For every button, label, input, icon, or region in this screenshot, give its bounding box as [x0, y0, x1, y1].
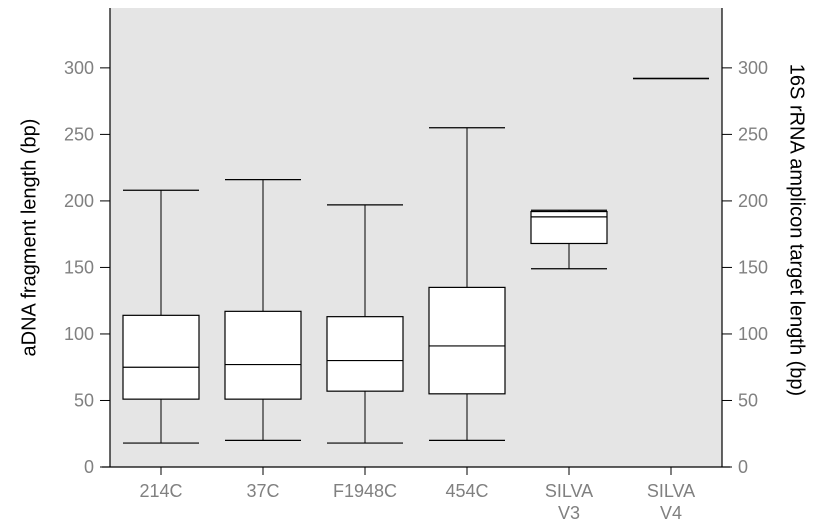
box-iqr [122, 314, 200, 400]
y-tick-label-right-300: 300 [738, 58, 768, 78]
y-tick-label-right-150: 150 [738, 257, 768, 277]
y-tick-label-left-250: 250 [64, 124, 94, 144]
y-tick-label-left-200: 200 [64, 191, 94, 211]
y-axis-right: 0 50 100 150 200 250 300 [722, 58, 768, 477]
x-tick-label-4: SILVA V3 [545, 481, 593, 523]
plot-panel [110, 8, 722, 467]
y-axis-left-title: aDNA fragment length (bp) [18, 119, 40, 357]
y-tick-label-right-200: 200 [738, 191, 768, 211]
x-tick-label-0: 214C [139, 481, 182, 501]
box-2 [326, 204, 404, 444]
box-3 [428, 127, 506, 441]
x-tick-label-line: 454C [445, 481, 488, 501]
y-axis-right-title: 16S rRNA amplicon target length (bp) [786, 64, 808, 396]
y-tick-label-right-0: 0 [738, 457, 748, 477]
x-tick-label-line: F1948C [333, 481, 397, 501]
x-tick-label-5: SILVA V4 [647, 481, 695, 523]
boxplots [122, 77, 709, 444]
y-tick-label-left-0: 0 [84, 457, 94, 477]
y-axis-left: 0 50 100 150 200 250 300 [64, 58, 110, 477]
x-tick-label-line: SILVA [647, 481, 695, 501]
box-iqr [224, 310, 302, 400]
x-tick-label-1: 37C [246, 481, 279, 501]
x-tick-label-line: V3 [558, 503, 580, 523]
x-tick-label-line: V4 [660, 503, 682, 523]
box-0 [122, 189, 200, 444]
x-tick-label-3: 454C [445, 481, 488, 501]
y-tick-label-left-300: 300 [64, 58, 94, 78]
x-tick-label-line: SILVA [545, 481, 593, 501]
x-tick-label-2: F1948C [333, 481, 397, 501]
x-tick-label-line: 37C [246, 481, 279, 501]
box-4 [530, 209, 608, 270]
box-iqr [326, 316, 404, 392]
y-tick-label-left-50: 50 [74, 390, 94, 410]
y-tick-label-right-50: 50 [738, 390, 758, 410]
y-tick-label-right-100: 100 [738, 324, 768, 344]
box-1 [224, 179, 302, 441]
y-tick-label-left-150: 150 [64, 257, 94, 277]
y-tick-label-right-250: 250 [738, 124, 768, 144]
x-tick-label-line: 214C [139, 481, 182, 501]
box-iqr [428, 286, 506, 395]
y-tick-label-left-100: 100 [64, 324, 94, 344]
